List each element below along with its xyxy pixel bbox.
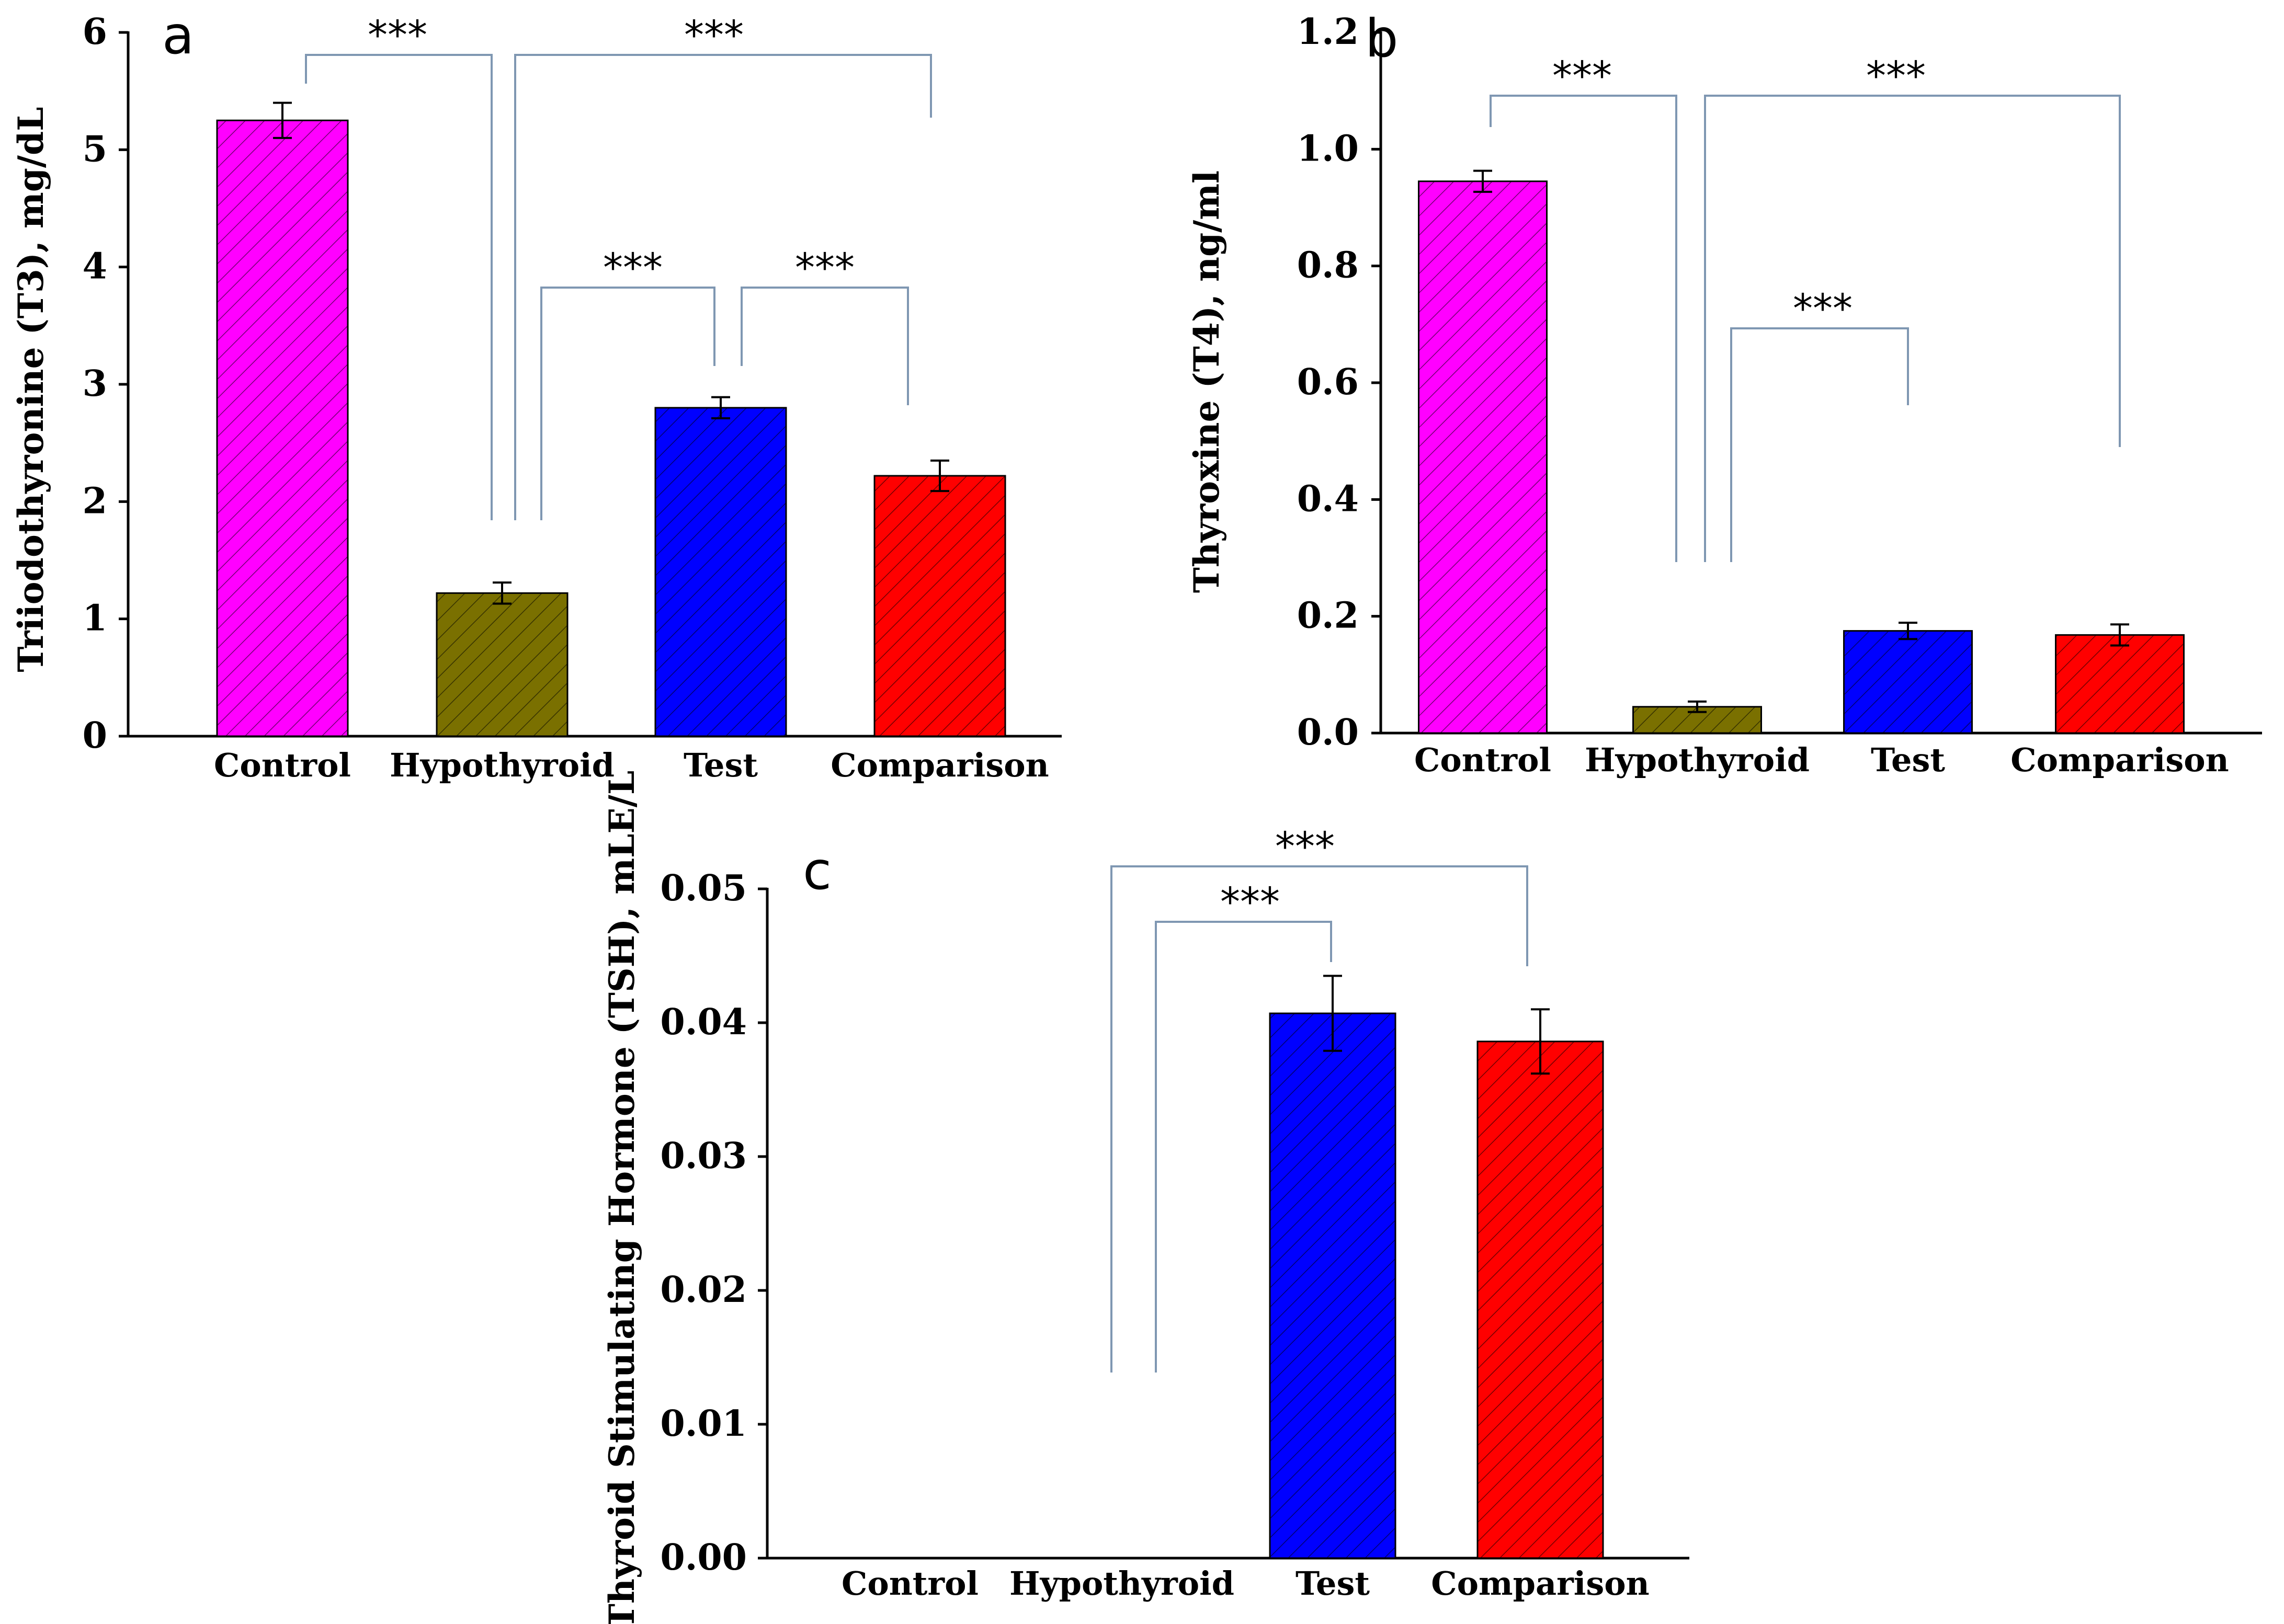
significance-bracket (1730, 327, 1909, 562)
y-tick-label: 0.6 (1297, 361, 1359, 403)
bar-hatch-control (1418, 181, 1547, 733)
significance-bracket (1155, 921, 1332, 1373)
significance-stars: *** (1866, 52, 1926, 99)
bar-hatch-test (1270, 1013, 1395, 1558)
y-tick-label: 1 (83, 598, 107, 639)
panel-a-chart: a Triiodothyronine (T3), mg/dL 0 1 2 3 4 5 6 Co… (10, 5, 1062, 784)
y-tick-label: 0.05 (660, 867, 747, 909)
significance-stars: *** (1275, 823, 1335, 870)
y-tick-label: 5 (83, 128, 107, 170)
y-tick-label: 0.00 (660, 1537, 747, 1579)
panel-a-y-axis-title: Triiodothyronine (T3), mg/dL (10, 107, 51, 672)
x-tick-label-hypothyroid: Hypothyroid (1009, 1564, 1234, 1603)
significance-stars: *** (795, 244, 855, 291)
bar-hatch-hypothyroid (437, 593, 567, 736)
panel-c-letter: c (803, 840, 832, 901)
x-tick-label-test: Test (1296, 1564, 1370, 1603)
y-tick-label: 1.2 (1297, 11, 1359, 53)
y-tick-label: 0.4 (1297, 478, 1359, 520)
bar-hatch-comparison (2055, 635, 2184, 733)
bar-hatch-comparison (1478, 1041, 1603, 1558)
y-tick-label: 0.0 (1297, 712, 1359, 753)
significance-stars: *** (368, 12, 427, 58)
y-tick-label: 4 (83, 246, 107, 288)
significance-bracket (305, 54, 493, 520)
bar-hatch-test (1844, 631, 1972, 733)
y-tick-label: 1.0 (1297, 128, 1359, 169)
significance-bracket (1110, 865, 1528, 1373)
significance-bracket (1490, 95, 1677, 562)
panel-a-letter: a (162, 5, 194, 66)
x-tick-label-control: Control (214, 746, 351, 784)
x-tick-label-test: Test (684, 746, 758, 784)
y-tick-label: 0.01 (660, 1403, 747, 1445)
y-tick-label: 0.8 (1297, 245, 1359, 287)
significance-stars: *** (684, 12, 744, 58)
x-tick-label-comparison: Comparison (2010, 741, 2229, 779)
bar-hatch-control (217, 120, 348, 736)
significance-bracket (514, 54, 932, 520)
significance-bracket (741, 287, 909, 405)
significance-stars: *** (1220, 878, 1280, 925)
y-tick-label: 0.2 (1297, 595, 1359, 637)
y-tick-label: 2 (83, 480, 107, 522)
y-tick-label: 0.03 (660, 1135, 747, 1177)
panel-c-y-axis-title: Thyroid Stimulating Hormone (TSH), mLE/L (601, 771, 642, 1624)
y-tick-label: 6 (83, 11, 107, 53)
x-tick-label-test: Test (1871, 741, 1945, 779)
x-tick-label-comparison: Comparison (831, 746, 1049, 784)
panel-b-chart: b Thyroxine (T4), ng/ml 0.00.20.40.60.81… (1186, 8, 2262, 779)
bar-hatch-comparison (874, 475, 1005, 736)
x-tick-label-hypothyroid: Hypothyroid (1585, 741, 1810, 779)
x-tick-label-comparison: Comparison (1431, 1564, 1649, 1603)
y-tick-label: 0.04 (660, 1001, 747, 1043)
y-tick-label: 0.02 (660, 1269, 747, 1311)
panel-c-chart: c Thyroid Stimulating Hormone (TSH), mLE… (601, 771, 1689, 1624)
panel-b-y-axis-title: Thyroxine (T4), ng/ml (1186, 170, 1227, 593)
significance-bracket (1704, 95, 2121, 562)
y-tick-label: 3 (83, 363, 107, 405)
bar-hatch-test (655, 407, 786, 736)
y-tick-label: 0 (83, 715, 107, 757)
significance-stars: *** (1552, 52, 1612, 99)
x-tick-label-control: Control (842, 1564, 979, 1603)
x-tick-label-hypothyroid: Hypothyroid (390, 746, 615, 784)
significance-stars: *** (603, 244, 663, 291)
x-tick-label-control: Control (1414, 741, 1551, 779)
significance-bracket (540, 287, 715, 520)
significance-stars: *** (1793, 285, 1853, 331)
